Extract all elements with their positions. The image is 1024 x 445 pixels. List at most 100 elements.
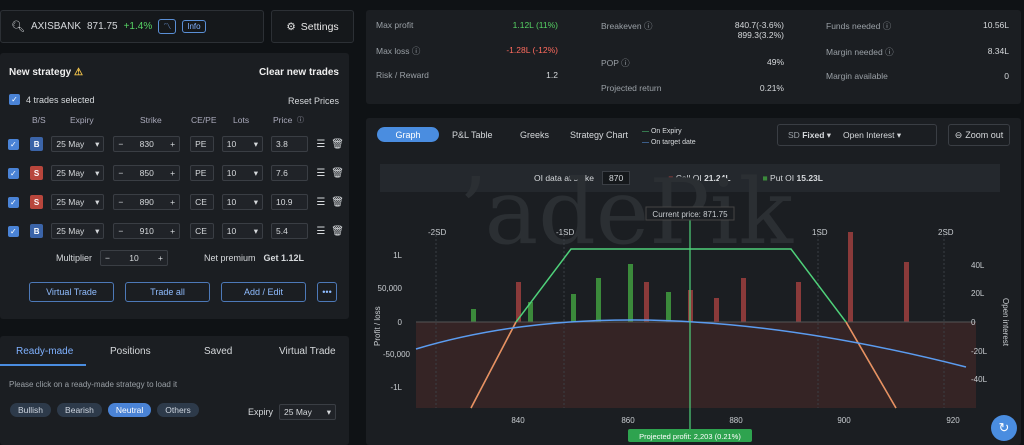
settings-label: Settings bbox=[300, 20, 339, 33]
y2-tick: -20L bbox=[971, 347, 988, 356]
reset-prices-button[interactable]: Reset Prices bbox=[287, 96, 339, 106]
tab-graph[interactable]: Graph bbox=[377, 127, 439, 142]
oi-bar bbox=[571, 294, 576, 322]
filter-others[interactable]: Others bbox=[157, 403, 199, 417]
expiry-select[interactable]: 25 May ▾ bbox=[51, 165, 105, 181]
sd-select[interactable]: Fixed bbox=[802, 130, 825, 140]
oi-strike-input[interactable]: 870 bbox=[602, 171, 631, 185]
oi-bar bbox=[528, 302, 533, 322]
expiry-select[interactable]: 25 May ▾ bbox=[279, 404, 337, 420]
oi-select[interactable]: Open Interest bbox=[843, 130, 895, 140]
option-type[interactable]: CE bbox=[190, 194, 214, 210]
oi-bar bbox=[666, 292, 671, 322]
menu-icon[interactable]: ☰ bbox=[316, 196, 326, 208]
tab-strategy-chart[interactable]: Strategy Chart bbox=[570, 130, 629, 140]
target-date-line bbox=[415, 319, 967, 368]
lots-select[interactable]: 10 ▾ bbox=[221, 223, 263, 239]
symbol-search-bar[interactable]: 🔍︎ AXISBANK 871.75 +1.4% 〽 Info bbox=[0, 10, 264, 43]
sd-label: 2SD bbox=[938, 228, 954, 237]
delete-icon[interactable]: 🗑︎ bbox=[331, 167, 344, 179]
settings-button[interactable]: ⚙ Settings bbox=[271, 10, 354, 43]
price-input[interactable]: 3.8 bbox=[270, 136, 309, 152]
checkbox-icon[interactable]: ✓ bbox=[8, 167, 19, 179]
buy-sell-toggle[interactable]: S bbox=[29, 166, 44, 180]
max-profit: Max profit 1.12L (11%) bbox=[376, 20, 558, 30]
info-button[interactable]: Info bbox=[182, 20, 206, 33]
y-tick: 1L bbox=[393, 251, 402, 260]
menu-icon[interactable]: ☰ bbox=[316, 167, 326, 179]
x-tick: 920 bbox=[946, 416, 960, 425]
delete-icon[interactable]: 🗑︎ bbox=[331, 225, 344, 237]
expiry-select[interactable]: 25 May ▾ bbox=[51, 194, 105, 210]
delete-icon[interactable]: 🗑︎ bbox=[331, 196, 344, 208]
lots-select[interactable]: 10 ▾ bbox=[221, 194, 263, 210]
price-input[interactable]: 10.9 bbox=[270, 194, 309, 210]
current-price-tag bbox=[645, 206, 735, 221]
filter-pills: Bullish Bearish Neutral Others bbox=[10, 403, 199, 417]
funds-needed: Funds needed ⓘ 10.56L bbox=[826, 20, 1009, 31]
more-icon[interactable]: ••• bbox=[317, 282, 337, 302]
checkbox-icon[interactable]: ✓ bbox=[8, 138, 19, 150]
trade-row: ✓ B 25 May ▾ −830 + PE 10 ▾ 3.8 ☰ 🗑︎ bbox=[8, 135, 344, 153]
payoff-chart[interactable]: ʼadePik -2SD -1SD 1SD 2SD Current price:… bbox=[366, 118, 1021, 445]
expiry-filter: Expiry 25 May ▾ bbox=[248, 404, 337, 420]
expiry-select[interactable]: 25 May ▾ bbox=[51, 136, 105, 152]
virtual-trade-button[interactable]: Virtual Trade bbox=[29, 282, 114, 302]
filter-neutral[interactable]: Neutral bbox=[107, 403, 152, 417]
filter-bearish[interactable]: Bearish bbox=[57, 403, 102, 417]
lots-select[interactable]: 10 ▾ bbox=[221, 165, 263, 181]
y2-tick: 20L bbox=[971, 289, 985, 298]
oi-bar bbox=[628, 264, 633, 322]
strike-stepper[interactable]: −830 + bbox=[113, 136, 181, 152]
menu-icon[interactable]: ☰ bbox=[316, 138, 326, 150]
multiplier-stepper[interactable]: −10 + bbox=[100, 250, 169, 266]
select-all[interactable]: ✓ 4 trades selected bbox=[9, 94, 95, 105]
price-input[interactable]: 5.4 bbox=[270, 223, 309, 239]
buy-sell-toggle[interactable]: B bbox=[29, 137, 44, 151]
active-tab-indicator bbox=[0, 364, 86, 366]
chart-legend: — On Expiry — On target date bbox=[642, 128, 696, 146]
buy-sell-toggle[interactable]: B bbox=[29, 224, 44, 238]
expiry-loss-left bbox=[470, 321, 517, 409]
clear-trades-button[interactable]: Clear new trades bbox=[258, 67, 339, 78]
tab-ready-made[interactable]: Ready-made bbox=[16, 346, 74, 357]
strike-stepper[interactable]: −910 + bbox=[113, 223, 181, 239]
option-type[interactable]: PE bbox=[190, 165, 214, 181]
tab-pl-table[interactable]: P&L Table bbox=[452, 130, 493, 140]
menu-icon[interactable]: ☰ bbox=[316, 225, 326, 237]
tab-greeks[interactable]: Greeks bbox=[520, 130, 550, 140]
option-type[interactable]: CE bbox=[190, 223, 214, 239]
checkbox-icon[interactable]: ✓ bbox=[8, 225, 19, 237]
lots-select[interactable]: 10 ▾ bbox=[221, 136, 263, 152]
symbol-price: 871.75 bbox=[87, 21, 118, 32]
strike-stepper[interactable]: −890 + bbox=[113, 194, 181, 210]
buy-sell-toggle[interactable]: S bbox=[29, 195, 44, 209]
delete-icon[interactable]: 🗑︎ bbox=[331, 138, 344, 150]
chart-icon[interactable]: 〽 bbox=[158, 19, 177, 34]
expiry-loss-right bbox=[845, 321, 897, 409]
trade-all-button[interactable]: Trade all bbox=[125, 282, 210, 302]
tab-positions[interactable]: Positions bbox=[110, 346, 151, 357]
refresh-icon[interactable]: ↻ bbox=[991, 415, 1017, 441]
sd-label: 1SD bbox=[812, 228, 828, 237]
checkbox-icon[interactable]: ✓ bbox=[8, 196, 19, 208]
x-tick: 860 bbox=[621, 416, 635, 425]
add-edit-button[interactable]: Add / Edit bbox=[221, 282, 306, 302]
tab-virtual-trade[interactable]: Virtual Trade bbox=[279, 346, 336, 357]
multiplier-row: Multiplier −10 + Net premium Get 1.12L bbox=[56, 250, 304, 266]
y-tick: -1L bbox=[390, 383, 402, 392]
strike-stepper[interactable]: −850 + bbox=[113, 165, 181, 181]
y-tick: 50,000 bbox=[378, 284, 403, 293]
zoom-out-button[interactable]: ⊖ Zoom out bbox=[948, 124, 1010, 146]
expiry-select[interactable]: 25 May ▾ bbox=[51, 223, 105, 239]
option-type[interactable]: PE bbox=[190, 136, 214, 152]
oi-bar bbox=[714, 298, 719, 322]
price-input[interactable]: 7.6 bbox=[270, 165, 309, 181]
filter-bullish[interactable]: Bullish bbox=[10, 403, 52, 417]
net-premium: Get 1.12L bbox=[263, 253, 305, 263]
trade-row: ✓ S 25 May ▾ −890 + CE 10 ▾ 10.9 ☰ 🗑︎ bbox=[8, 193, 344, 211]
oi-bar bbox=[904, 262, 909, 322]
metrics-panel: Max profit 1.12L (11%) Max loss ⓘ -1.28L (… bbox=[366, 10, 1021, 104]
loss-zone bbox=[416, 322, 976, 408]
tab-saved[interactable]: Saved bbox=[204, 346, 233, 357]
